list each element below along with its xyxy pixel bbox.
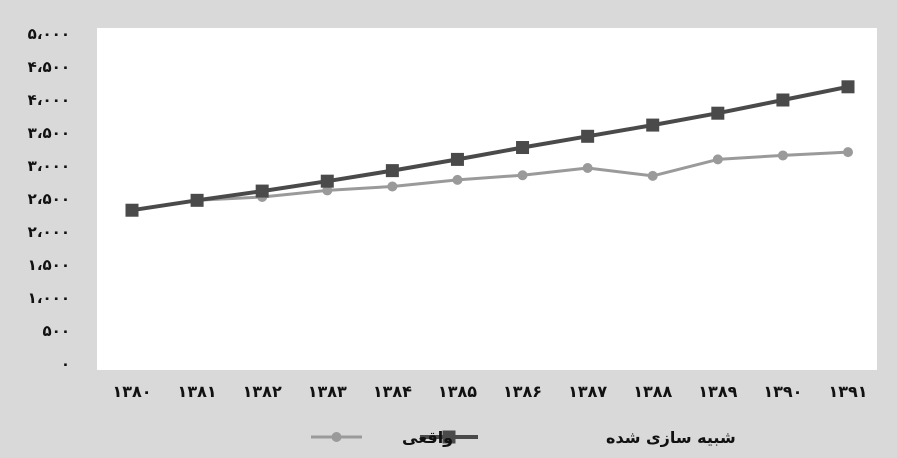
y-tick-label: ۳،۰۰۰ (28, 157, 70, 175)
data-point-square (776, 93, 790, 107)
y-tick-label: ۴،۰۰۰ (28, 91, 70, 109)
data-point-circle (582, 162, 593, 173)
series-line (131, 84, 849, 213)
legend-marker-circle (331, 432, 342, 442)
data-point-square (516, 141, 530, 155)
data-point-circle (712, 154, 723, 165)
x-tick-label: ۱۳۸۹ (698, 382, 737, 401)
y-tick-label: ۰ (61, 355, 70, 373)
data-point-square (646, 118, 660, 132)
data-point-circle (452, 174, 463, 185)
x-tick-label: ۱۳۸۸ (633, 382, 672, 401)
y-tick-label: ۲،۰۰۰ (28, 223, 70, 241)
y-tick-label: ۵۰۰ (43, 322, 70, 340)
y-tick-label: ۳،۵۰۰ (28, 124, 70, 142)
x-tick-label: ۱۳۸۷ (568, 382, 607, 401)
data-point-circle (777, 150, 788, 161)
x-tick-label: ۱۳۸۲ (243, 382, 282, 401)
data-point-square (125, 203, 139, 217)
legend-marker-square (442, 430, 456, 444)
data-point-circle (322, 185, 333, 196)
x-tick-label: ۱۳۸۴ (373, 382, 412, 401)
legend: شبیه سازی شده واقعی (311, 428, 736, 447)
data-point-circle (387, 181, 398, 192)
data-point-square (450, 152, 464, 166)
y-axis-ticks: ۰ ۵۰۰ ۱،۰۰۰ ۱،۵۰۰ ۲،۰۰۰ ۲،۵۰۰ ۳،۰۰۰ ۳،۵۰۰ ۴،۰۰۰ ۴… (28, 25, 70, 373)
y-tick-label: ۱،۵۰۰ (28, 256, 70, 274)
data-point-circle (517, 170, 528, 181)
legend-label: واقعی (402, 428, 453, 447)
x-tick-label: ۱۳۸۱ (178, 382, 217, 401)
x-tick-label: ۱۳۸۰ (112, 382, 151, 401)
data-point-square (320, 174, 334, 188)
y-tick-label: ۵،۰۰۰ (28, 25, 70, 43)
series-layer (125, 80, 855, 217)
data-point-square (711, 106, 725, 120)
legend-label: شبیه سازی شده (606, 428, 736, 447)
x-tick-label: ۱۳۸۳ (308, 382, 347, 401)
y-tick-label: ۲،۵۰۰ (28, 190, 70, 208)
data-point-square (385, 164, 399, 178)
data-point-square (841, 80, 855, 94)
data-point-square (190, 193, 204, 207)
x-tick-label: ۱۳۸۵ (438, 382, 477, 401)
x-tick-label: ۱۳۹۱ (828, 382, 867, 401)
y-tick-label: ۱،۰۰۰ (28, 289, 70, 307)
data-point-circle (647, 170, 658, 181)
data-point-square (581, 129, 595, 143)
x-tick-label: ۱۳۸۶ (503, 382, 542, 401)
x-tick-label: ۱۳۹۰ (763, 382, 802, 401)
y-tick-label: ۴،۵۰۰ (28, 58, 70, 76)
data-point-square (255, 184, 269, 198)
series-line (131, 150, 849, 212)
data-point-circle (843, 147, 853, 158)
x-axis-ticks: ۱۳۸۰ ۱۳۸۱ ۱۳۸۲ ۱۳۸۳ ۱۳۸۴ ۱۳۸۵ ۱۳۸۶ ۱۳۸۷ ۱۳۸۸ ۱۳۸۹… (112, 382, 867, 401)
